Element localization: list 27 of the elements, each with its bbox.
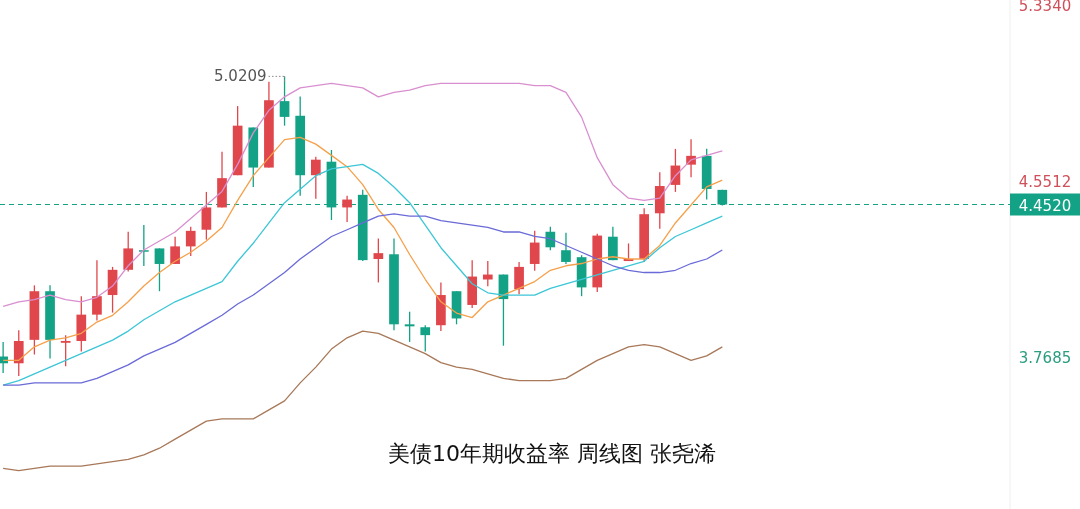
line-series xyxy=(2,213,723,386)
candlestick xyxy=(404,311,415,343)
candlestick xyxy=(373,237,384,284)
ref-line-label: 4.4520 xyxy=(1018,196,1072,215)
candlestick xyxy=(201,191,212,241)
candlestick xyxy=(13,329,24,377)
candlestick xyxy=(529,230,540,272)
y-tick-label: 3.7685 xyxy=(1018,349,1072,368)
text: 美债10年期收益率 周线图 张尧浠 xyxy=(388,441,716,466)
y-tick-label: 5.3340 xyxy=(1018,0,1072,15)
line-series xyxy=(2,330,723,472)
candlestick xyxy=(170,236,180,265)
candlestick xyxy=(342,195,352,223)
candlestick xyxy=(561,232,571,265)
candlestick xyxy=(92,259,102,322)
candlestick xyxy=(608,226,618,261)
candlestick xyxy=(60,334,71,367)
candlestick xyxy=(185,226,196,257)
y-tick-label: 4.5512 xyxy=(1018,173,1072,192)
candlestick xyxy=(310,156,321,200)
candlestick xyxy=(420,324,431,353)
candlestick xyxy=(138,224,149,267)
candlestick xyxy=(686,138,696,178)
candlestick xyxy=(514,261,524,295)
candlestick xyxy=(123,231,134,273)
annotation: 5.0209 xyxy=(214,67,267,86)
candlestick xyxy=(154,247,165,292)
